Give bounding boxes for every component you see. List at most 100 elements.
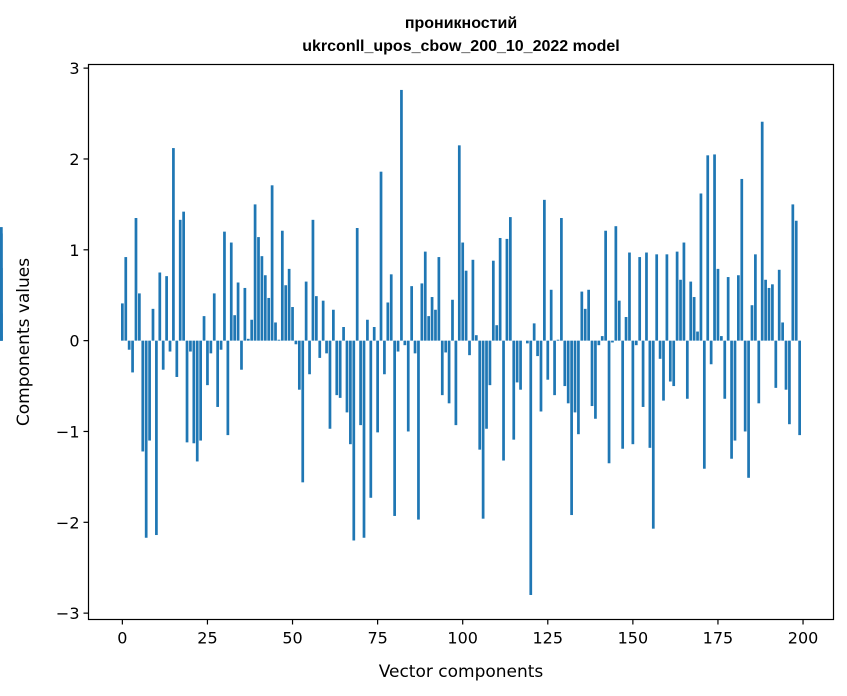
y-tick-label: −2 (56, 513, 80, 532)
bar (764, 279, 767, 341)
y-tick-label: 0 (69, 332, 79, 351)
bar (672, 340, 676, 387)
x-tick-label: 50 (282, 629, 302, 648)
bar (706, 155, 710, 341)
bar (539, 340, 543, 412)
bar (195, 340, 199, 462)
bar (155, 340, 158, 536)
bar (478, 340, 482, 450)
bar (240, 340, 243, 370)
bar (314, 296, 318, 341)
bar (679, 279, 682, 341)
bar (199, 340, 202, 441)
bar (383, 340, 386, 375)
bar (328, 340, 332, 429)
bar (250, 319, 254, 341)
bar (246, 338, 250, 341)
bar (284, 285, 288, 341)
x-tick-label: 125 (533, 629, 564, 648)
bar (505, 238, 509, 341)
bar (570, 340, 573, 516)
bar (335, 340, 339, 396)
bar (726, 277, 730, 341)
bar (212, 293, 216, 341)
bar (342, 327, 345, 341)
bar (488, 340, 492, 386)
bar (376, 340, 379, 433)
bar (280, 230, 284, 341)
bar (583, 308, 587, 341)
bar (308, 340, 311, 375)
bar (685, 340, 689, 399)
bar (263, 275, 267, 341)
bar (182, 211, 185, 341)
bar (430, 297, 434, 341)
bar (549, 289, 553, 341)
y-tick-label: 3 (69, 59, 79, 78)
bar (665, 254, 669, 341)
bar (267, 297, 271, 341)
bar (634, 340, 638, 346)
chart-title-line-2: ukrconll_upos_cbow_200_10_2022 model (302, 38, 619, 55)
bar (219, 340, 223, 350)
x-tick-label: 25 (197, 629, 217, 648)
bar (325, 340, 328, 354)
bar (573, 340, 577, 413)
bar (611, 340, 614, 343)
bar (658, 340, 662, 359)
bar (440, 340, 444, 396)
bar (121, 303, 124, 341)
bar (638, 257, 642, 341)
bar (716, 268, 720, 341)
bar (495, 325, 499, 341)
bar (471, 259, 475, 341)
bar (798, 340, 801, 436)
bar (291, 307, 294, 341)
bar (597, 340, 601, 346)
bar (498, 237, 502, 341)
bar (172, 148, 175, 341)
bar (760, 121, 764, 341)
bar (349, 340, 352, 445)
bar (423, 251, 427, 341)
bar (318, 340, 322, 358)
bar (730, 340, 733, 459)
bar (427, 316, 431, 341)
bar (553, 340, 556, 396)
bar (526, 340, 529, 344)
bar (474, 335, 478, 341)
bar (617, 300, 621, 341)
bar (464, 270, 468, 341)
bar (750, 305, 754, 341)
bar (366, 319, 369, 341)
bar (781, 322, 784, 341)
bar (223, 231, 226, 341)
bar (297, 340, 301, 390)
bar (515, 340, 519, 383)
bar (628, 252, 631, 341)
bar (689, 281, 693, 341)
bar (229, 242, 233, 341)
bar (740, 178, 744, 341)
bar (491, 260, 495, 341)
bar (410, 286, 414, 341)
bar (580, 291, 584, 341)
bar (124, 257, 128, 341)
bar (767, 287, 771, 341)
bar (560, 218, 563, 341)
bar (332, 309, 335, 341)
bar (437, 257, 441, 341)
bar (406, 340, 410, 432)
bar (788, 340, 791, 425)
x-tick-label: 0 (117, 629, 127, 648)
bar (400, 89, 403, 341)
bar (641, 340, 645, 407)
x-tick-label: 200 (788, 629, 819, 648)
x-axis-label: Vector components (379, 662, 544, 682)
bar (301, 340, 305, 483)
bar (733, 340, 737, 441)
bar (675, 251, 679, 341)
bar (396, 340, 400, 352)
bar (369, 340, 373, 498)
